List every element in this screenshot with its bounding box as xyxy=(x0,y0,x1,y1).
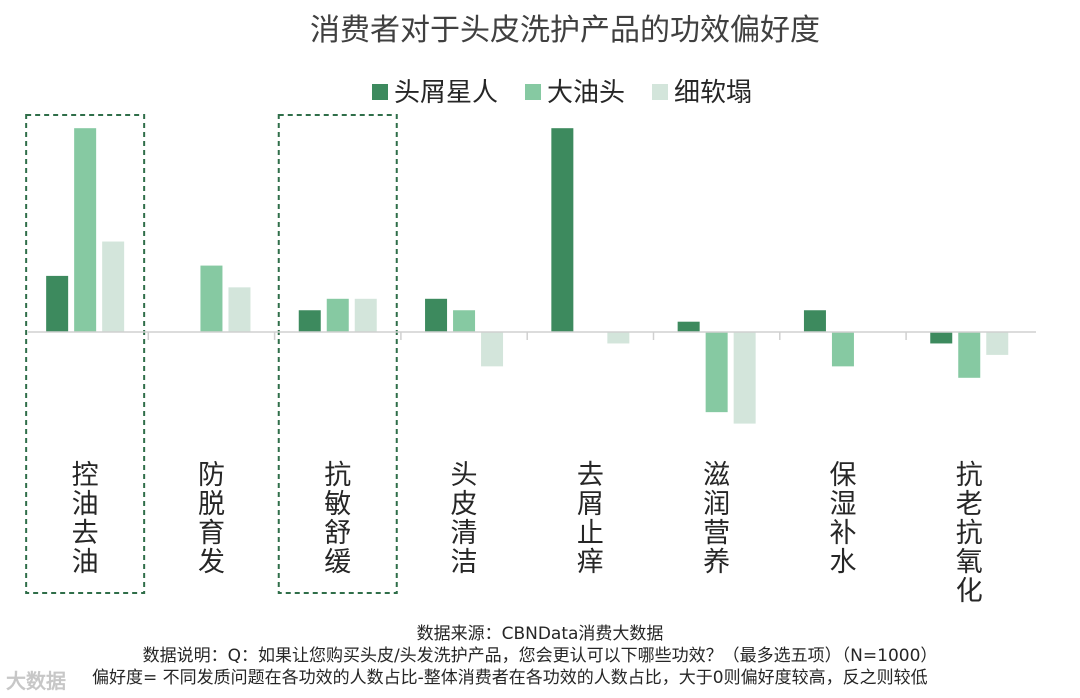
bar-s1-c5 xyxy=(551,128,574,332)
category-label-6: 滋润营养 xyxy=(703,460,730,578)
bar-s1-c4 xyxy=(425,298,448,332)
bar-s1-c1 xyxy=(46,275,69,332)
bar-s1-c3 xyxy=(298,310,321,332)
chart-title: 消费者对于头皮洗护产品的功效偏好度 xyxy=(310,13,820,48)
bar-s3-c2 xyxy=(228,287,251,332)
bar-s3-c4 xyxy=(481,332,504,367)
bar-s3-c1 xyxy=(102,241,125,332)
x-axis-ticks xyxy=(147,332,907,340)
category-label-8: 抗老抗氧化 xyxy=(956,460,983,607)
bar-s3-c6 xyxy=(733,332,756,424)
highlight-box-2 xyxy=(277,114,398,594)
bar-s3-c5 xyxy=(607,332,630,344)
legend-swatch-2 xyxy=(525,84,541,100)
category-label-2: 防脱育发 xyxy=(198,460,225,578)
bar-s2-c8 xyxy=(958,332,981,378)
category-label-1: 控油去油 xyxy=(72,460,99,578)
legend-swatch-3 xyxy=(652,84,668,100)
legend-label-1: 头屑星人 xyxy=(394,78,498,108)
data-source: 数据来源：CBNData消费大数据 xyxy=(416,624,664,644)
highlight-box-1 xyxy=(25,114,146,594)
category-label-7: 保湿补水 xyxy=(829,460,856,578)
bar-s3-c3 xyxy=(354,298,377,332)
bar-s2-c4 xyxy=(453,310,476,332)
category-label-5: 去屑止痒 xyxy=(577,460,604,578)
category-label-4: 头皮清洁 xyxy=(451,460,478,578)
data-note: 数据说明：Q：如果让您购买头皮/头发洗护产品，您会更认可以下哪些功效？（最多选五… xyxy=(142,646,938,666)
highlight-boxes xyxy=(25,114,398,594)
bars xyxy=(46,128,1009,424)
bar-s1-c7 xyxy=(803,310,826,332)
bar-s2-c2 xyxy=(200,265,223,332)
legend: 头屑星人 大油头 细软塌 xyxy=(372,78,752,108)
bar-s2-c1 xyxy=(74,128,97,332)
legend-label-2: 大油头 xyxy=(547,78,625,108)
data-definition: 偏好度= 不同发质问题在各功效的人数占比-整体消费者在各功效的人数占比，大于0则… xyxy=(92,668,928,688)
category-label-3: 抗敏舒缓 xyxy=(324,460,351,578)
bar-s3-c8 xyxy=(986,332,1009,355)
legend-label-3: 细软塌 xyxy=(674,78,752,108)
watermark: 大数据 xyxy=(6,669,66,693)
category-labels: 控油去油 防脱育发 抗敏舒缓 头皮清洁 去屑止痒 滋润营养 保湿补水 抗老抗氧化 xyxy=(72,460,983,607)
bar-s2-c3 xyxy=(326,298,349,332)
bar-s2-c6 xyxy=(705,332,728,413)
legend-swatch-1 xyxy=(372,84,388,100)
bar-s1-c6 xyxy=(677,321,700,332)
bar-s1-c8 xyxy=(930,332,953,344)
bar-s2-c7 xyxy=(831,332,854,367)
